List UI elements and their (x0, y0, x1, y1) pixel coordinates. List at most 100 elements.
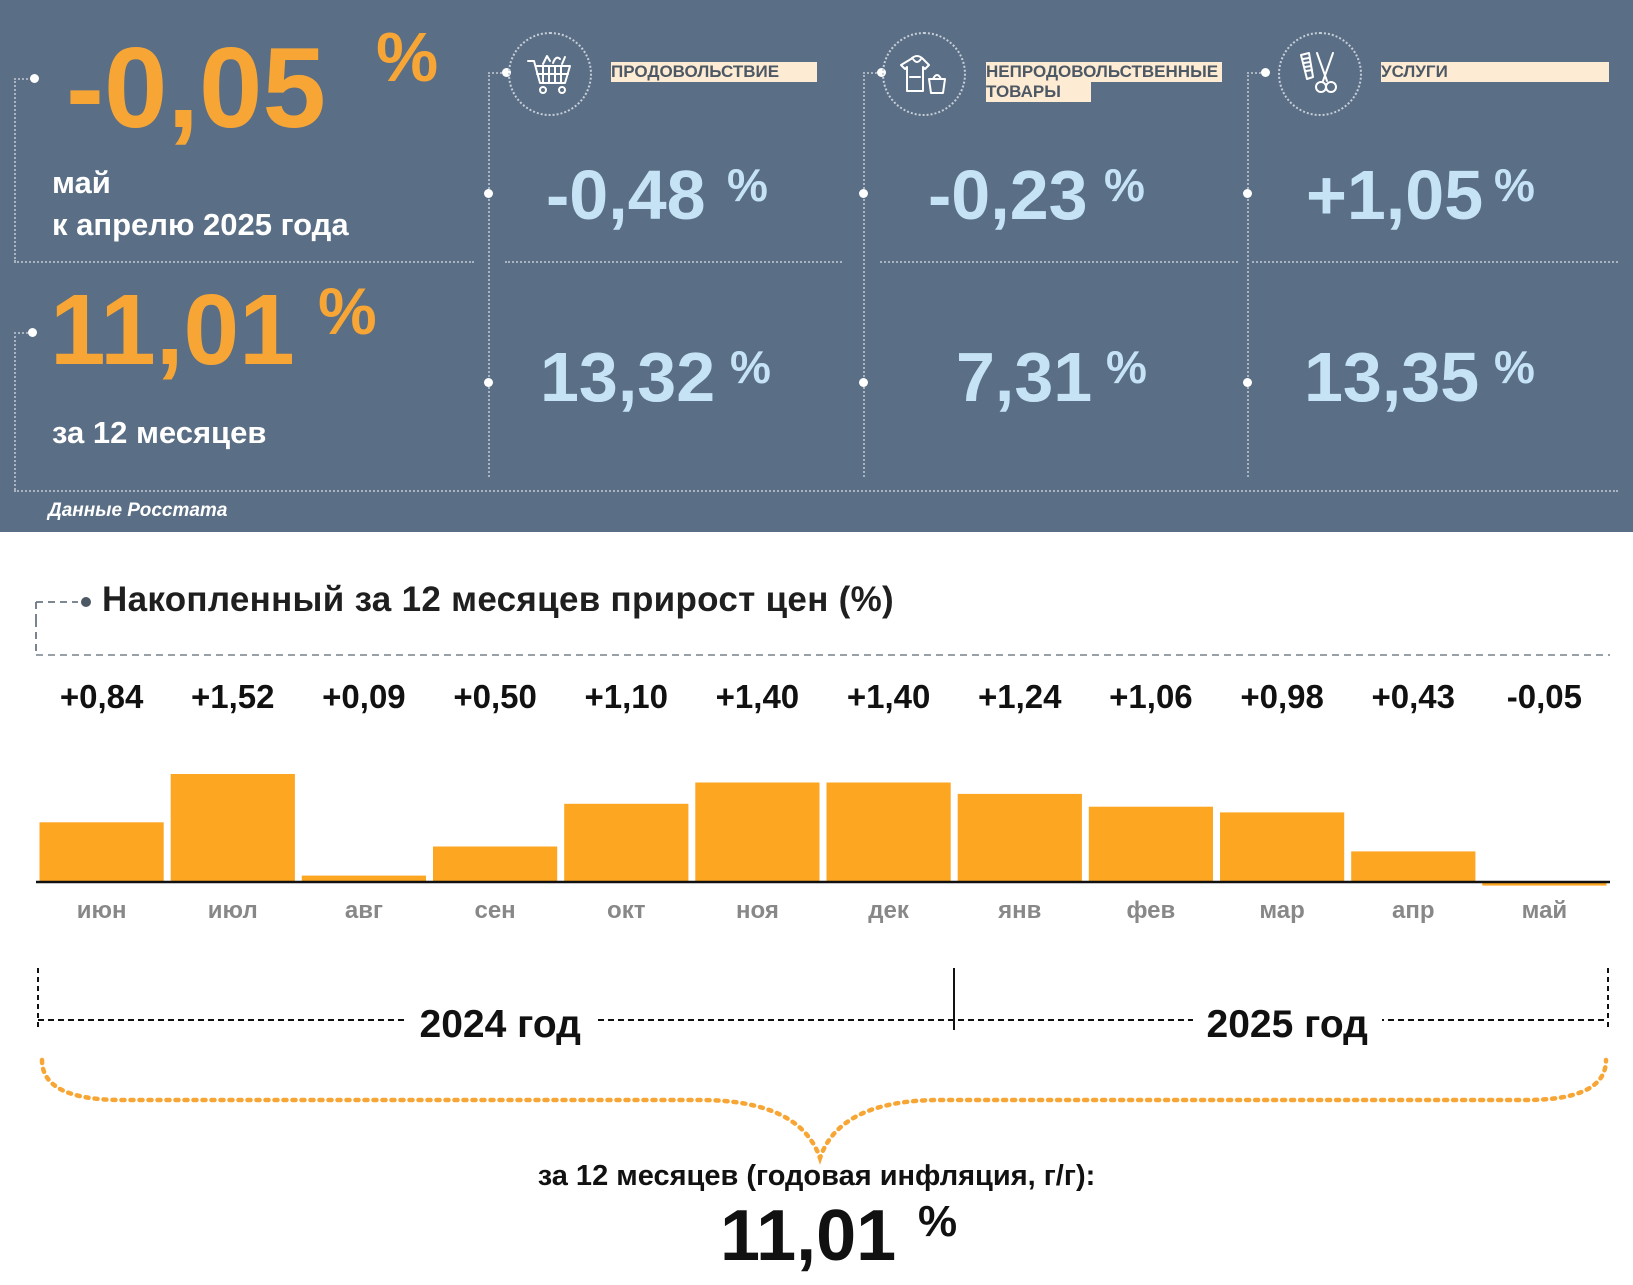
bar-янв (957, 793, 1082, 882)
annual-unit: % (318, 274, 377, 348)
clothes-hoodie-bag-icon (882, 32, 966, 116)
frame-dot (1243, 378, 1252, 387)
frame-dot (1261, 68, 1270, 77)
tick-label-мар: мар (1259, 897, 1305, 924)
frame-line (14, 78, 36, 80)
nonfood-annual-unit: % (1106, 341, 1147, 393)
annual-label: за 12 месяцев (52, 415, 267, 450)
food-annual-value: 13,32 (540, 338, 716, 416)
frame-line (14, 332, 16, 490)
total-brace (39, 1057, 1609, 1165)
category-label-food-line1: ПРОДОВОЛЬСТВИЕ (611, 62, 817, 82)
frame-dot (28, 328, 37, 337)
nonfood-annual-value: 7,31 (956, 338, 1093, 416)
food-monthly-value: -0,48 (546, 156, 706, 234)
frame-line (14, 78, 16, 262)
total-value: 11,01 (720, 1196, 897, 1276)
category-label-nonfood-line2: ТОВАРЫ (986, 82, 1091, 102)
value-label-дек: +1,40 (846, 678, 931, 715)
category-label-services: УСЛУГИ (1371, 60, 1619, 84)
bars-group (39, 774, 1607, 886)
tick-label-окт: окт (607, 897, 646, 924)
data-source: Данные Росстата (48, 500, 228, 521)
category-label-services-line1: УСЛУГИ (1381, 62, 1609, 82)
value-label-мар: +0,98 (1240, 678, 1324, 715)
frame-dot (859, 189, 868, 198)
tick-label-сен: сен (474, 897, 516, 924)
food-monthly-unit: % (727, 159, 768, 211)
nonfood-monthly-value: -0,23 (928, 156, 1088, 234)
monthly-label-line1: май (52, 165, 111, 200)
year-brackets (37, 968, 1609, 1165)
bar-авг (301, 875, 426, 882)
tick-label-янв: янв (998, 897, 1042, 924)
value-label-окт: +1,10 (584, 678, 669, 715)
value-label-июл: +1,52 (191, 678, 275, 715)
chart-canvas (35, 597, 1610, 1165)
comb-scissors-icon (1278, 32, 1362, 116)
food-annual-unit: % (730, 341, 771, 393)
tick-label-июл: июл (207, 897, 258, 924)
frame-line (14, 332, 32, 334)
frame-dot (502, 68, 511, 77)
total-caption: за 12 месяцев (годовая инфляция, г/г): (537, 1160, 1096, 1192)
year-label-1: 2025 год (1192, 1003, 1382, 1047)
column-divider (1247, 72, 1249, 477)
row-divider (505, 261, 842, 263)
monthly-unit: % (376, 18, 439, 96)
title-dot (81, 597, 91, 607)
monthly-label: май к апрелю 2025 года (52, 162, 349, 246)
total-unit: % (918, 1197, 958, 1246)
bar-ноя (695, 782, 820, 882)
frame-line (1247, 72, 1265, 74)
frame-line (488, 72, 506, 74)
tick-label-фев: фев (1126, 897, 1176, 924)
summary-panel: -0,05 % май к апрелю 2025 года 11,01 % з… (0, 0, 1633, 532)
bar-мар (1220, 812, 1345, 882)
annual-value: 11,01 (50, 274, 295, 386)
tick-label-апр: апр (1391, 897, 1435, 924)
frame-dot (30, 74, 39, 83)
value-label-авг: +0,09 (322, 678, 406, 715)
bar-июл (170, 774, 295, 882)
monthly-value: -0,05 (66, 25, 326, 152)
tick-label-ноя: ноя (735, 897, 779, 924)
value-label-ноя: +1,40 (715, 678, 800, 715)
tick-label-май: май (1521, 897, 1568, 924)
row-divider (880, 261, 1238, 263)
value-label-янв: +1,24 (978, 678, 1062, 715)
nonfood-monthly-unit: % (1104, 159, 1145, 211)
bar-дек (826, 782, 951, 882)
services-annual-value: 13,35 (1304, 338, 1480, 416)
frame-dot (484, 378, 493, 387)
bar-апр (1351, 851, 1476, 882)
frame-dot (877, 68, 886, 77)
title-bracket (35, 601, 78, 620)
tick-label-авг: авг (344, 897, 383, 924)
bar-фев (1088, 806, 1213, 882)
value-label-фев: +1,06 (1109, 678, 1193, 715)
chart-title: Накопленный за 12 месяцев прирост цен (%… (102, 580, 894, 619)
row-divider (1252, 261, 1618, 263)
value-label-июн: +0,84 (59, 678, 144, 715)
bar-сен (433, 846, 558, 882)
frame-line (863, 72, 881, 74)
column-divider (488, 72, 490, 477)
bar-июн (39, 822, 164, 882)
services-monthly-value: +1,05 (1306, 156, 1484, 234)
bar-май (1482, 882, 1607, 886)
frame-line (14, 490, 1618, 492)
tick-label-дек: дек (868, 897, 909, 924)
column-divider (863, 72, 865, 477)
value-label-апр: +0,43 (1371, 678, 1456, 715)
value-label-сен: +0,50 (453, 678, 537, 715)
category-label-nonfood-line1: НЕПРОДОВОЛЬСТВЕННЫЕ (986, 62, 1223, 82)
shopping-cart-icon (508, 32, 592, 116)
year-label-0: 2024 год (405, 1003, 595, 1047)
category-label-food: ПРОДОВОЛЬСТВИЕ (601, 60, 827, 84)
frame-dot (859, 378, 868, 387)
services-monthly-unit: % (1494, 159, 1535, 211)
frame-line (14, 261, 474, 263)
bar-окт (564, 803, 689, 882)
frame-dot (1243, 189, 1252, 198)
